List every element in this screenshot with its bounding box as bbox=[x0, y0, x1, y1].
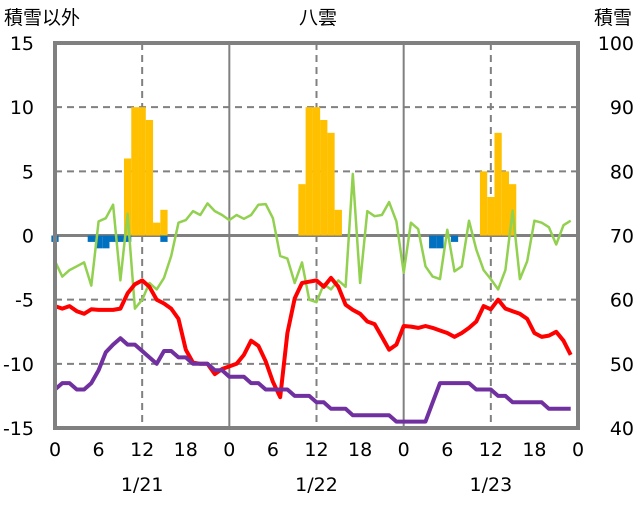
negative-bar bbox=[429, 235, 437, 249]
snowfall-bar bbox=[131, 107, 139, 236]
x-tick-label: 6 bbox=[267, 439, 279, 461]
right-tick-label: 40 bbox=[610, 418, 634, 440]
x-tick-label: 12 bbox=[479, 439, 503, 461]
x-tick-label: 12 bbox=[304, 439, 328, 461]
snowfall-bar bbox=[312, 107, 321, 236]
left-tick-label: 0 bbox=[22, 226, 34, 248]
chart-title: 八雲 bbox=[299, 7, 337, 29]
date-label: 1/21 bbox=[121, 474, 164, 496]
left-axis-label: 積雪以外 bbox=[4, 7, 80, 29]
x-tick-label: 0 bbox=[398, 439, 410, 461]
snowfall-bar bbox=[138, 107, 146, 236]
series-line-purple bbox=[53, 336, 571, 424]
snowfall-bar bbox=[298, 184, 306, 236]
snowfall-bar bbox=[487, 197, 495, 236]
x-tick-label: 18 bbox=[174, 439, 198, 461]
date-label: 1/23 bbox=[469, 474, 512, 496]
negative-bar bbox=[450, 235, 459, 242]
left-tick-label: 5 bbox=[22, 161, 34, 183]
x-tick-label: 12 bbox=[130, 439, 154, 461]
x-tick-label: 18 bbox=[522, 439, 546, 461]
negative-bar bbox=[160, 235, 168, 242]
date-label: 1/22 bbox=[295, 474, 338, 496]
negative-bar bbox=[94, 235, 103, 249]
negative-bar bbox=[87, 235, 95, 242]
x-tick-label: 6 bbox=[93, 439, 105, 461]
snowfall-bar bbox=[124, 158, 132, 236]
right-tick-label: 50 bbox=[610, 354, 634, 376]
snowfall-bar bbox=[305, 107, 313, 236]
snowfall-bar bbox=[494, 132, 502, 236]
bars bbox=[51, 107, 517, 249]
negative-bar bbox=[124, 235, 132, 242]
lines bbox=[53, 172, 573, 424]
right-axis-label: 積雪 bbox=[594, 7, 632, 29]
series-line-red bbox=[54, 275, 573, 400]
snowfall-bar bbox=[501, 171, 509, 236]
x-tick-label: 6 bbox=[441, 439, 453, 461]
series-line-green bbox=[53, 172, 572, 310]
left-tick-label: -10 bbox=[3, 354, 34, 376]
snowfall-bar bbox=[145, 120, 154, 236]
right-tick-label: 60 bbox=[610, 290, 634, 312]
snowfall-bar bbox=[153, 222, 161, 236]
negative-bar bbox=[109, 235, 117, 242]
left-tick-label: -15 bbox=[3, 418, 34, 440]
snowfall-bar bbox=[320, 120, 328, 236]
x-tick-label: 0 bbox=[572, 439, 584, 461]
left-tick-label: -5 bbox=[15, 290, 34, 312]
x-tick-label: 0 bbox=[223, 439, 235, 461]
right-tick-label: 90 bbox=[610, 97, 634, 119]
snowfall-bar bbox=[334, 209, 342, 236]
x-tick-label: 0 bbox=[49, 439, 61, 461]
right-tick-label: 70 bbox=[610, 226, 634, 248]
negative-bar bbox=[436, 235, 444, 249]
left-tick-label: 15 bbox=[10, 33, 34, 55]
x-tick-label: 18 bbox=[348, 439, 372, 461]
right-tick-label: 80 bbox=[610, 161, 634, 183]
frame bbox=[53, 41, 580, 430]
snowfall-bar bbox=[479, 171, 488, 236]
snowfall-bar bbox=[160, 209, 168, 236]
left-tick-label: 10 bbox=[10, 97, 34, 119]
plot-frame bbox=[53, 41, 580, 430]
negative-bar bbox=[102, 235, 110, 249]
snowfall-bar bbox=[327, 132, 335, 236]
right-tick-label: 100 bbox=[598, 33, 634, 55]
negative-bar bbox=[116, 235, 125, 242]
